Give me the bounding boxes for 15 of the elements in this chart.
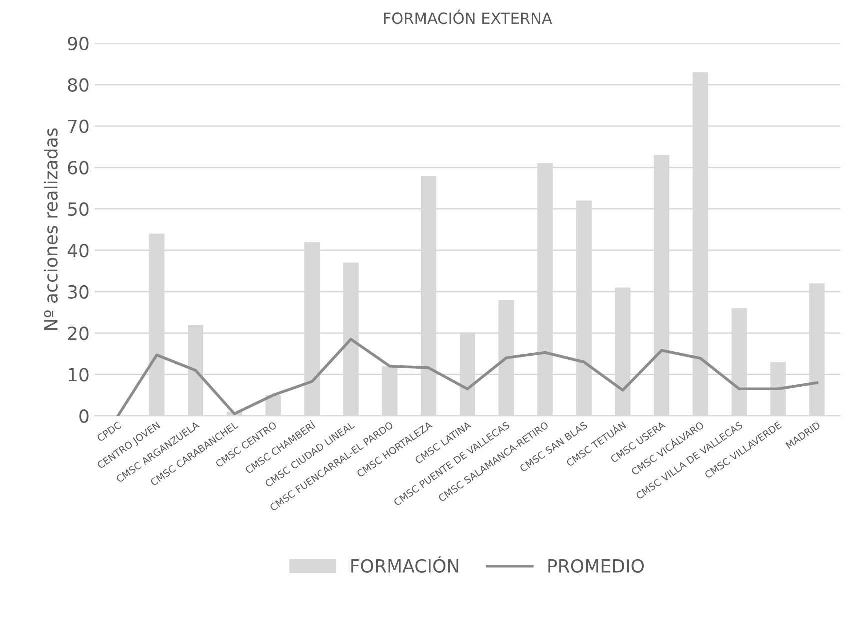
y-tick-label: 60 [68,161,89,175]
y-tick-label: 30 [68,285,89,299]
y-tick-label: 90 [68,36,89,51]
y-tick-label: 20 [68,326,89,340]
y-tick-label: 80 [68,78,89,92]
legend-label: FORMACIÓN [352,556,458,573]
line-series [116,338,819,416]
y-tick-label: 10 [68,368,89,382]
y-tick-label: 70 [68,120,89,134]
legend-label: PROMEDIO [548,559,644,573]
y-tick-label: 50 [68,202,89,216]
chart-title: FORMACIÓN EXTERNA [384,10,552,24]
y-axis-title: Nº acciones realizadas [44,128,58,330]
y-tick-label: 0 [80,410,89,424]
y-tick-label: 40 [68,244,89,258]
